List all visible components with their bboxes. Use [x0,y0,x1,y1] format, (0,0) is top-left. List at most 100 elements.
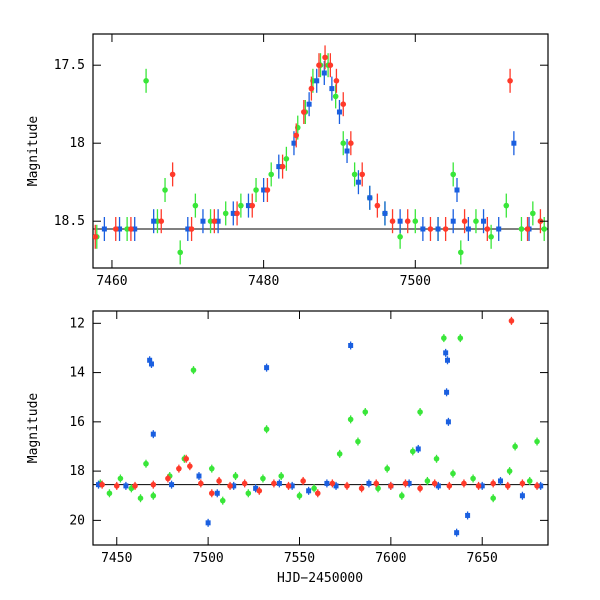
data-point [490,480,496,487]
x-tick-label: 7650 [467,551,498,566]
data-point [454,530,460,536]
data-point [264,187,271,193]
data-point [169,482,175,488]
data-point [444,389,450,395]
data-point [283,156,290,162]
data-point [112,226,119,232]
bottom-panel-frame [92,310,549,546]
top-panel-points [93,45,548,265]
data-point [232,473,239,479]
data-point [465,512,471,518]
data-point [470,475,476,482]
data-point [442,226,449,232]
data-point [530,210,536,217]
data-point [293,132,300,139]
data-point [518,226,525,232]
data-point [479,483,485,489]
data-point [534,483,540,489]
x-tick-label: 7600 [375,551,406,566]
data-point [291,140,297,146]
data-point [106,490,113,497]
data-point [475,483,482,489]
data-point [382,210,388,216]
data-point [329,86,335,92]
x-tick-label: 7500 [400,274,431,289]
data-point [314,78,320,84]
data-point [427,226,434,232]
data-point [333,78,340,84]
data-point [253,187,259,193]
data-point [512,443,518,450]
data-point [347,416,354,423]
data-point [187,463,193,469]
data-point [150,492,157,499]
data-point [461,218,468,224]
data-point [264,365,270,371]
data-point [147,357,153,363]
data-point [526,478,533,484]
data-point [117,475,124,482]
data-point [336,451,343,457]
data-point [256,488,263,494]
data-point [457,335,464,341]
data-point [231,483,237,489]
data-point [355,179,361,185]
x-tick-label: 7480 [248,274,279,289]
data-point [263,426,270,433]
data-point [431,480,438,487]
data-point [177,249,184,256]
data-point [374,202,381,209]
data-point [314,490,321,497]
x-axis-label: HJD−2450000 [277,571,363,586]
data-point [158,218,165,224]
data-point [450,171,457,178]
data-point [329,480,336,487]
data-point [132,483,138,489]
data-point [176,465,182,472]
data-point [276,164,282,170]
data-point [541,226,548,232]
data-point [200,218,206,224]
data-point [441,335,447,341]
data-point [454,187,460,193]
data-point [311,485,317,492]
data-point [101,226,107,232]
data-point [211,218,218,224]
data-point [132,226,138,232]
data-point [249,202,256,209]
data-point [219,497,226,504]
data-point [169,171,176,178]
top-panel: 7460 7480 7500 17.5 18 18.5 Magnitude [26,33,549,289]
data-point [208,465,215,472]
data-point [150,431,156,437]
x-tick-label: 7500 [192,551,223,566]
data-point [205,520,211,526]
data-point [322,54,328,61]
data-point [278,473,285,479]
y-tick-label: 16 [69,415,85,430]
data-point [261,187,267,193]
data-point [397,234,403,240]
data-point [340,140,347,146]
y-tick-label: 18 [69,464,85,479]
data-point [412,218,419,224]
top-panel-ylabel: Magnitude [26,116,41,187]
data-point [137,495,144,502]
data-point [388,483,394,489]
data-point [113,483,120,489]
data-point [241,480,248,487]
data-point [344,148,350,154]
y-tick-label: 18 [69,136,85,151]
data-point [260,475,266,482]
data-point [208,490,215,497]
data-point [196,473,202,479]
data-point [389,218,396,224]
data-point [185,226,191,232]
y-tick-label: 14 [69,366,85,381]
data-point [333,483,339,489]
data-point [538,483,544,489]
data-point [488,234,494,240]
data-point [519,493,525,499]
data-point [359,171,366,178]
